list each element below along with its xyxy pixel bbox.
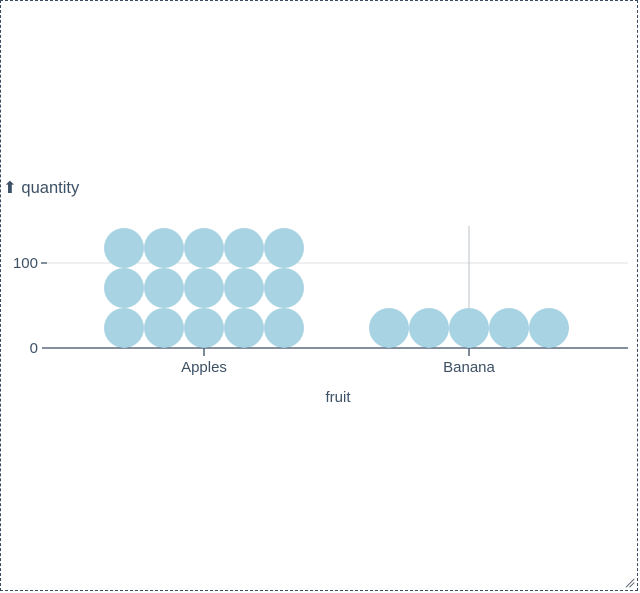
svg-text:0: 0	[30, 340, 38, 357]
svg-text:fruit: fruit	[325, 389, 351, 406]
svg-text:Apples: Apples	[181, 359, 227, 376]
svg-text:Banana: Banana	[443, 359, 495, 376]
svg-text:100: 100	[13, 255, 38, 272]
svg-text:⬆ quantity: ⬆ quantity	[3, 179, 80, 197]
